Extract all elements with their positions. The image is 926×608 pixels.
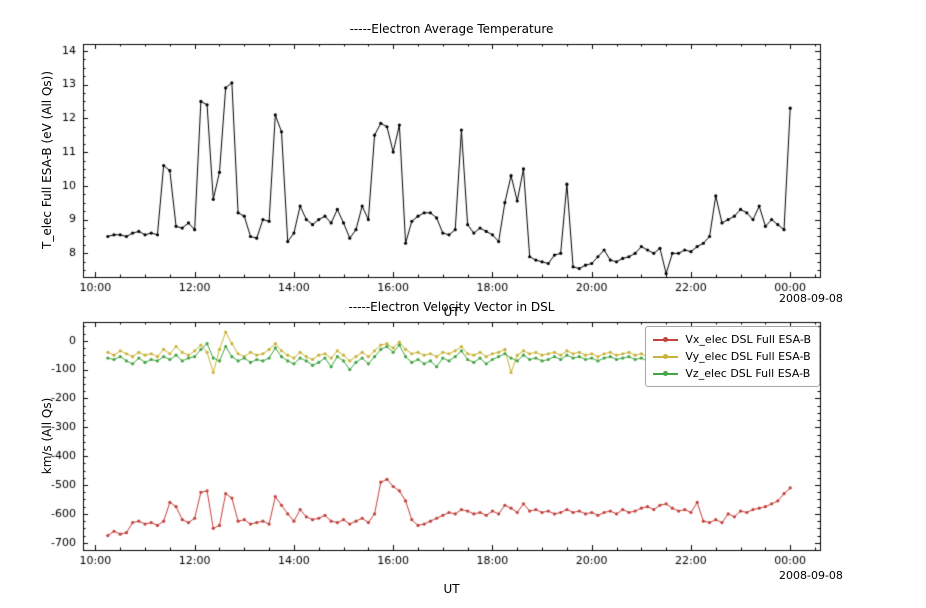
velocity-y-axis-label: km/s (All Qs): [40, 397, 54, 475]
legend-label-vz: Vz_elec DSL Full ESA-B: [685, 366, 811, 380]
vx-line-sample-icon: [653, 336, 679, 342]
legend-entry-vy: Vy_elec DSL Full ESA-B: [653, 348, 811, 365]
legend-entry-vz: Vz_elec DSL Full ESA-B: [653, 365, 811, 382]
vz-line-sample-icon: [653, 370, 679, 376]
legend-entry-vx: Vx_elec DSL Full ESA-B: [653, 331, 811, 348]
temperature-panel-title: -----Electron Average Temperature: [349, 22, 554, 36]
temperature-date-label: 2008-09-08: [779, 292, 843, 305]
legend-label-vy: Vy_elec DSL Full ESA-B: [685, 349, 811, 363]
legend-label-vx: Vx_elec DSL Full ESA-B: [685, 332, 811, 346]
vy-line-sample-icon: [653, 353, 679, 359]
temperature-y-axis-label: T_elec Full ESA-B (eV (All Qs)): [40, 70, 54, 250]
velocity-date-label: 2008-09-08: [779, 569, 843, 582]
temperature-x-axis-label: UT: [443, 305, 460, 319]
velocity-x-axis-label: UT: [443, 582, 460, 596]
velocity-panel-title: -----Electron Velocity Vector in DSL: [348, 300, 555, 314]
velocity-legend: Vx_elec DSL Full ESA-B Vy_elec DSL Full …: [645, 326, 820, 387]
